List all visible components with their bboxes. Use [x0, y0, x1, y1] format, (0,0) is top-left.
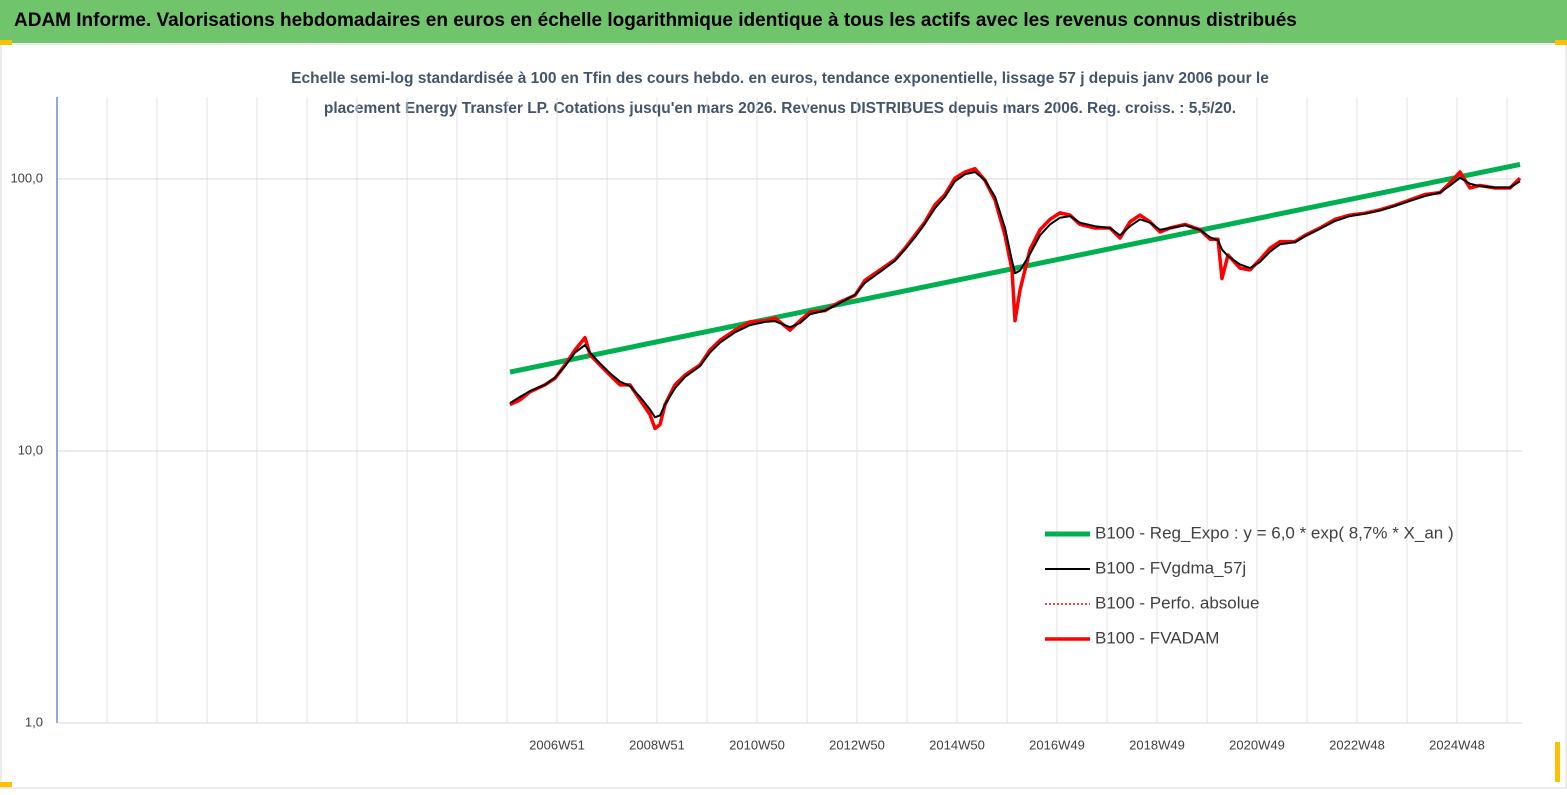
x-tick-label: 2014W50 — [929, 737, 985, 752]
x-tick-label: 2006W51 — [529, 737, 585, 752]
chart-border — [0, 43, 1567, 789]
corner — [1555, 40, 1567, 45]
x-tick-label: 2018W49 — [1129, 737, 1185, 752]
x-tick-label: 2020W49 — [1229, 737, 1285, 752]
series-line — [509, 162, 1521, 375]
series-line — [509, 166, 1522, 431]
x-tick-label: 2024W48 — [1429, 737, 1485, 752]
legend-label: B100 - Perfo. absolue — [1095, 593, 1259, 612]
chart-title: Echelle semi-log standardisée à 100 en T… — [291, 70, 1269, 87]
x-tick-label: 2022W48 — [1329, 737, 1385, 752]
legend-label: B100 - FVgdma_57j — [1095, 558, 1246, 577]
y-tick-label: 100,0 — [10, 170, 43, 185]
x-tick-label: 2010W50 — [729, 737, 785, 752]
x-tick-label: 2012W50 — [829, 737, 885, 752]
chart-title: placement Energy Transfer LP. Cotations … — [324, 100, 1236, 117]
corner — [1555, 742, 1560, 782]
page-title: ADAM Informe. Valorisations hebdomadaire… — [14, 10, 1297, 31]
corner — [0, 782, 12, 787]
y-tick-label: 10,0 — [18, 442, 43, 457]
title-bar — [0, 0, 1567, 43]
legend-label: B100 - Reg_Expo : y = 6,0 * exp( 8,7% * … — [1095, 523, 1454, 542]
x-tick-label: 2008W51 — [629, 737, 685, 752]
y-tick-label: 1,0 — [25, 714, 43, 729]
series-line — [509, 171, 1521, 419]
corner — [0, 40, 12, 45]
legend-label: B100 - FVADAM — [1095, 628, 1219, 647]
x-tick-label: 2016W49 — [1029, 737, 1085, 752]
